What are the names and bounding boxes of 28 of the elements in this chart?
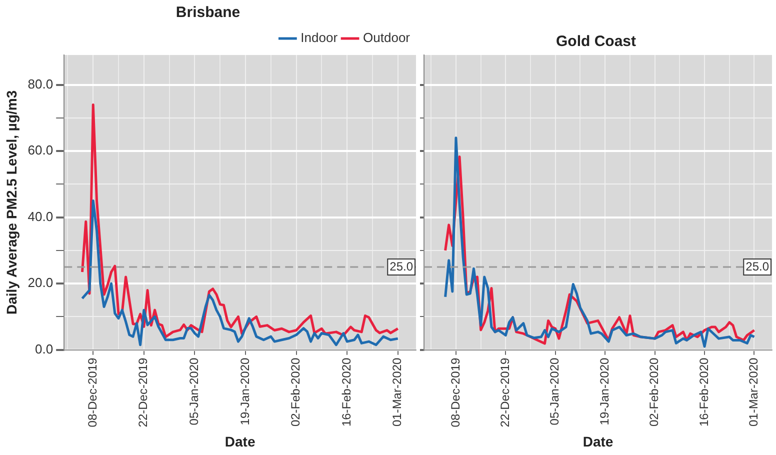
y-tick-label: 80.0	[28, 76, 54, 92]
x-tick-label: 01-Mar-2020	[746, 358, 761, 427]
x-tick-label: 05-Jan-2020	[187, 358, 202, 426]
x-tick-label: 05-Jan-2020	[548, 358, 562, 426]
x-axis-title: Date	[582, 433, 614, 450]
legend-label: Outdoor	[363, 30, 411, 46]
y-tick-label: 40.0	[28, 208, 54, 224]
x-tick-label: 19-Jan-2020	[597, 358, 612, 426]
y-tick-label: 20.0	[28, 275, 54, 290]
x-tick-label: 22-Dec-2019	[136, 358, 150, 428]
y-axis-title: Daily Average PM2.5 Level, µg/m3	[3, 90, 20, 314]
ref-line-label: 25.0	[390, 259, 414, 274]
x-tick-label: 02-Feb-2020	[288, 358, 303, 427]
y-tick-label: 60.0	[28, 142, 54, 158]
x-tick-label: 01-Mar-2020	[390, 358, 404, 427]
x-tick-label: 16-Feb-2020	[696, 358, 711, 427]
ref-line-label: 25.0	[746, 259, 770, 274]
legend-label: Indoor	[300, 30, 338, 46]
x-axis-title: Date	[224, 433, 256, 450]
x-tick-label: 22-Dec-2019	[498, 358, 512, 428]
x-tick-label: 02-Feb-2020	[647, 358, 662, 427]
y-tick-label: 0.0	[35, 341, 54, 356]
x-tick-label: 16-Feb-2020	[339, 358, 354, 427]
x-tick-label: 19-Jan-2020	[238, 358, 252, 426]
x-tick-label: 08-Dec-2019	[448, 358, 462, 428]
chart-title: Brisbane	[176, 4, 240, 22]
chart-title: Gold Coast	[556, 33, 636, 50]
x-tick-label: 08-Dec-2019	[85, 358, 100, 428]
